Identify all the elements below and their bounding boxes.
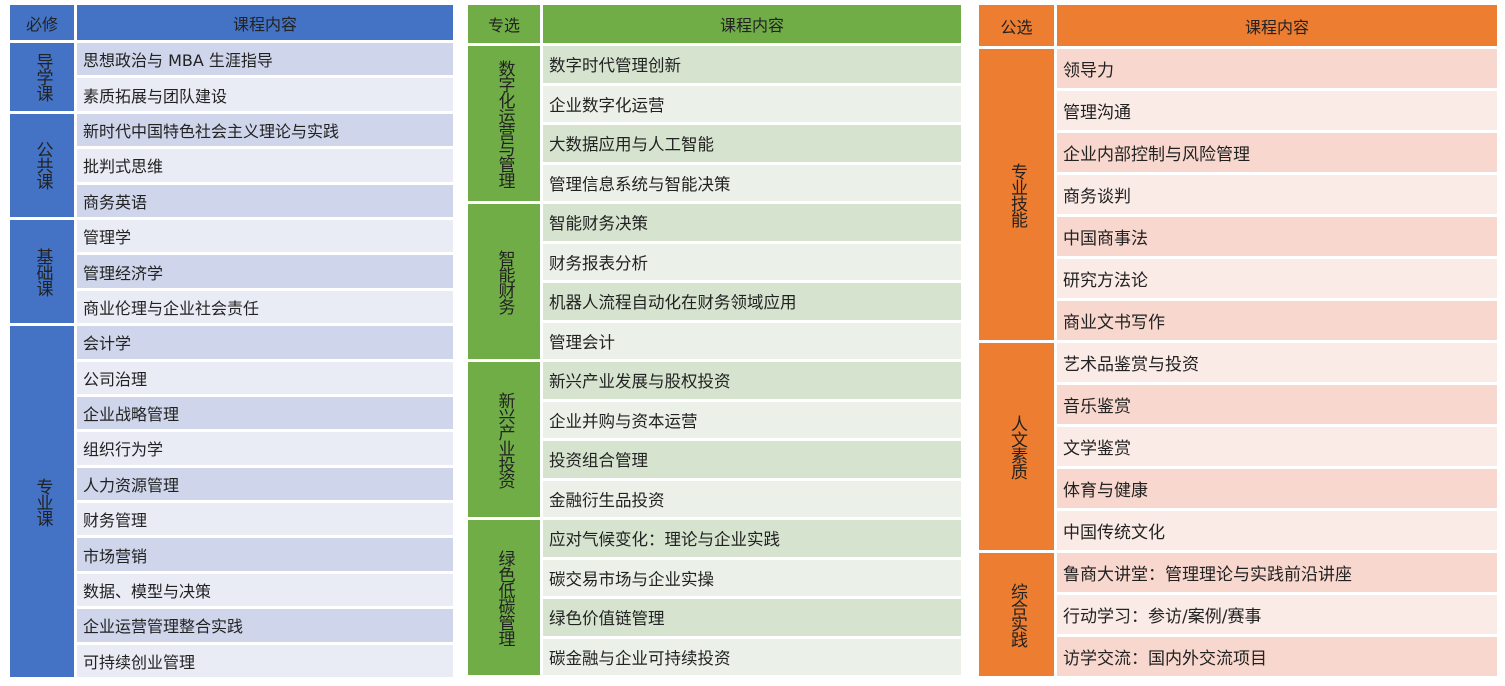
course-row: 体育与健康 [1057, 469, 1497, 508]
course-row: 管理经济学 [77, 255, 453, 288]
course-row: 商业伦理与企业社会责任 [77, 290, 453, 324]
course-row: 音乐鉴赏 [1057, 385, 1497, 424]
course-row: 公司治理 [77, 361, 453, 394]
category-cell: 基础课 [10, 219, 74, 324]
header-content: 课程内容 [1057, 5, 1497, 46]
course-row: 可持续创业管理 [77, 644, 453, 678]
course-row: 商业文书写作 [1057, 301, 1497, 340]
category-cell: 人文素质 [979, 343, 1054, 550]
course-row: 人力资源管理 [77, 467, 453, 501]
course-row: 思想政治与 MBA 生涯指导 [77, 43, 453, 76]
course-row: 绿色价值链管理 [543, 599, 961, 636]
course-row: 鲁商大讲堂：管理理论与实践前沿讲座 [1057, 553, 1497, 592]
header-category: 专选 [468, 5, 540, 43]
course-row: 行动学习：参访/案例/赛事 [1057, 595, 1497, 634]
course-row: 批判式思维 [77, 149, 453, 182]
specialized-elective-table: 专选 课程内容 数字化运营与管理 数字时代管理创新 企业数字化运营 大数据应用与人工智能管… [468, 5, 961, 675]
course-row: 研究方法论 [1057, 259, 1497, 298]
course-row: 商务谈判 [1057, 175, 1497, 214]
category-cell: 智能财务 [468, 204, 540, 359]
course-row: 中国传统文化 [1057, 511, 1497, 550]
course-row: 领导力 [1057, 49, 1497, 88]
course-row: 应对气候变化：理论与企业实践 [543, 520, 961, 557]
course-row: 市场营销 [77, 538, 453, 571]
course-row: 管理沟通 [1057, 91, 1497, 130]
course-row: 商务英语 [77, 184, 453, 217]
header-content: 课程内容 [77, 5, 453, 40]
course-row: 大数据应用与人工智能 [543, 125, 961, 162]
course-row: 企业战略管理 [77, 396, 453, 430]
course-row: 企业并购与资本运营 [543, 401, 961, 438]
category-cell: 专业技能 [979, 49, 1054, 340]
public-elective-table: 公选 课程内容 专业技能 领导力 管理沟通 企业内部控制与风险管理 商务谈判 中国商事法 研究方… [979, 5, 1497, 676]
header-category: 必修 [10, 5, 74, 40]
course-row: 管理学 [77, 219, 453, 253]
category-cell: 专业课 [10, 326, 74, 678]
required-courses-table: 必修 课程内容 导学课 思想政治与 MBA 生涯指导 素质拓展与团队建设 公共课 新时代中国… [10, 5, 453, 678]
course-row: 财务报表分析 [543, 243, 961, 280]
course-row: 碳交易市场与企业实操 [543, 559, 961, 596]
course-row: 管理会计 [543, 322, 961, 359]
course-row: 素质拓展与团队建设 [77, 78, 453, 111]
header-category: 公选 [979, 5, 1054, 46]
course-row: 金融衍生品投资 [543, 480, 961, 517]
course-row: 新时代中国特色社会主义理论与实践 [77, 113, 453, 147]
course-row: 企业数字化运营 [543, 85, 961, 122]
course-row: 访学交流：国内外交流项目 [1057, 637, 1497, 676]
course-row: 管理信息系统与智能决策 [543, 164, 961, 201]
course-row: 智能财务决策 [543, 204, 961, 241]
course-row: 企业运营管理整合实践 [77, 609, 453, 642]
course-row: 数字时代管理创新 [543, 46, 961, 83]
course-row: 组织行为学 [77, 432, 453, 465]
category-cell: 新兴产业投资 [468, 362, 540, 517]
course-row: 新兴产业发展与股权投资 [543, 362, 961, 399]
course-row: 财务管理 [77, 503, 453, 536]
category-cell: 导学课 [10, 43, 74, 111]
category-cell: 综合实践 [979, 553, 1054, 676]
header-content: 课程内容 [543, 5, 961, 43]
course-row: 企业内部控制与风险管理 [1057, 133, 1497, 172]
course-row: 数据、模型与决策 [77, 573, 453, 607]
category-cell: 绿色低碳管理 [468, 520, 540, 675]
course-row: 机器人流程自动化在财务领域应用 [543, 283, 961, 320]
course-row: 艺术品鉴赏与投资 [1057, 343, 1497, 382]
course-row: 会计学 [77, 326, 453, 359]
course-row: 文学鉴赏 [1057, 427, 1497, 466]
category-cell: 数字化运营与管理 [468, 46, 540, 201]
course-row: 投资组合管理 [543, 441, 961, 478]
course-row: 碳金融与企业可持续投资 [543, 638, 961, 675]
category-cell: 公共课 [10, 113, 74, 217]
course-row: 中国商事法 [1057, 217, 1497, 256]
